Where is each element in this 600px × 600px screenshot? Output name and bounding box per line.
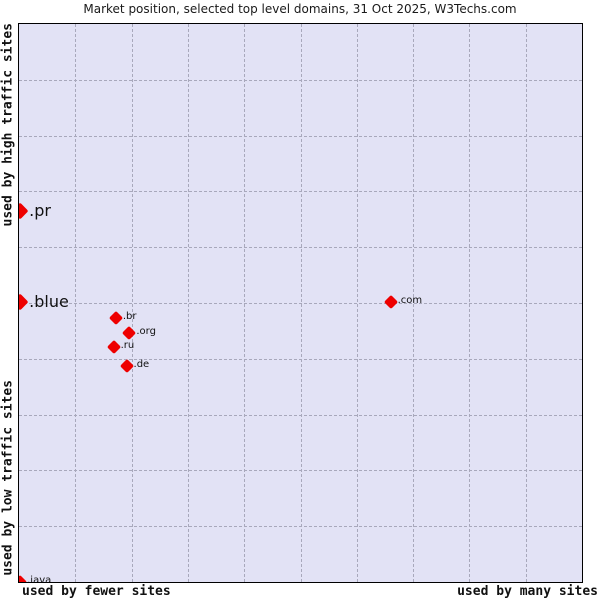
diamond-marker-icon (19, 202, 29, 220)
gridline-horizontal (19, 526, 582, 528)
diamond-marker-icon (119, 358, 134, 374)
data-point-label: .de (133, 359, 150, 371)
diamond-marker-icon (19, 293, 29, 311)
gridline-horizontal (19, 414, 582, 416)
gridlines (19, 24, 582, 582)
gridline-horizontal (19, 358, 582, 360)
data-point-label: .blue (29, 291, 69, 311)
y-axis-label-top: used by high traffic sites (0, 23, 16, 293)
data-point-label: .org (136, 326, 156, 338)
page-title: Market position, selected top level doma… (83, 2, 517, 16)
diamond-marker-icon (106, 340, 121, 355)
y-axis-label-top-text: used by high traffic sites (0, 23, 16, 227)
x-axis-label-left: used by fewer sites (22, 584, 171, 599)
plot-area: .pr .blue .com .br .org .ru .de .java (18, 23, 583, 583)
gridline-horizontal (19, 470, 582, 472)
gridline-horizontal (19, 135, 582, 137)
gridline-horizontal (19, 247, 582, 249)
gridline-horizontal (19, 303, 582, 304)
y-axis-label-bottom-text: used by low traffic sites (0, 380, 16, 576)
diamond-marker-icon (108, 310, 123, 326)
diamond-marker-icon (122, 326, 137, 341)
data-point-label: .ru (120, 340, 135, 352)
gridline-horizontal (19, 79, 582, 81)
data-point-label: .com (397, 294, 423, 306)
diamond-marker-icon (383, 294, 398, 309)
diamond-marker-icon (19, 574, 28, 582)
x-axis-label-right: used by many sites (457, 584, 598, 599)
y-axis-label-bottom: used by low traffic sites (0, 380, 16, 585)
data-points-layer: .pr .blue .com .br .org .ru .de .java (19, 24, 582, 582)
data-point-label: .java (27, 575, 52, 583)
gridline-horizontal (19, 191, 582, 193)
data-point-label: .pr (29, 201, 51, 221)
data-point-label: .br (122, 311, 137, 323)
